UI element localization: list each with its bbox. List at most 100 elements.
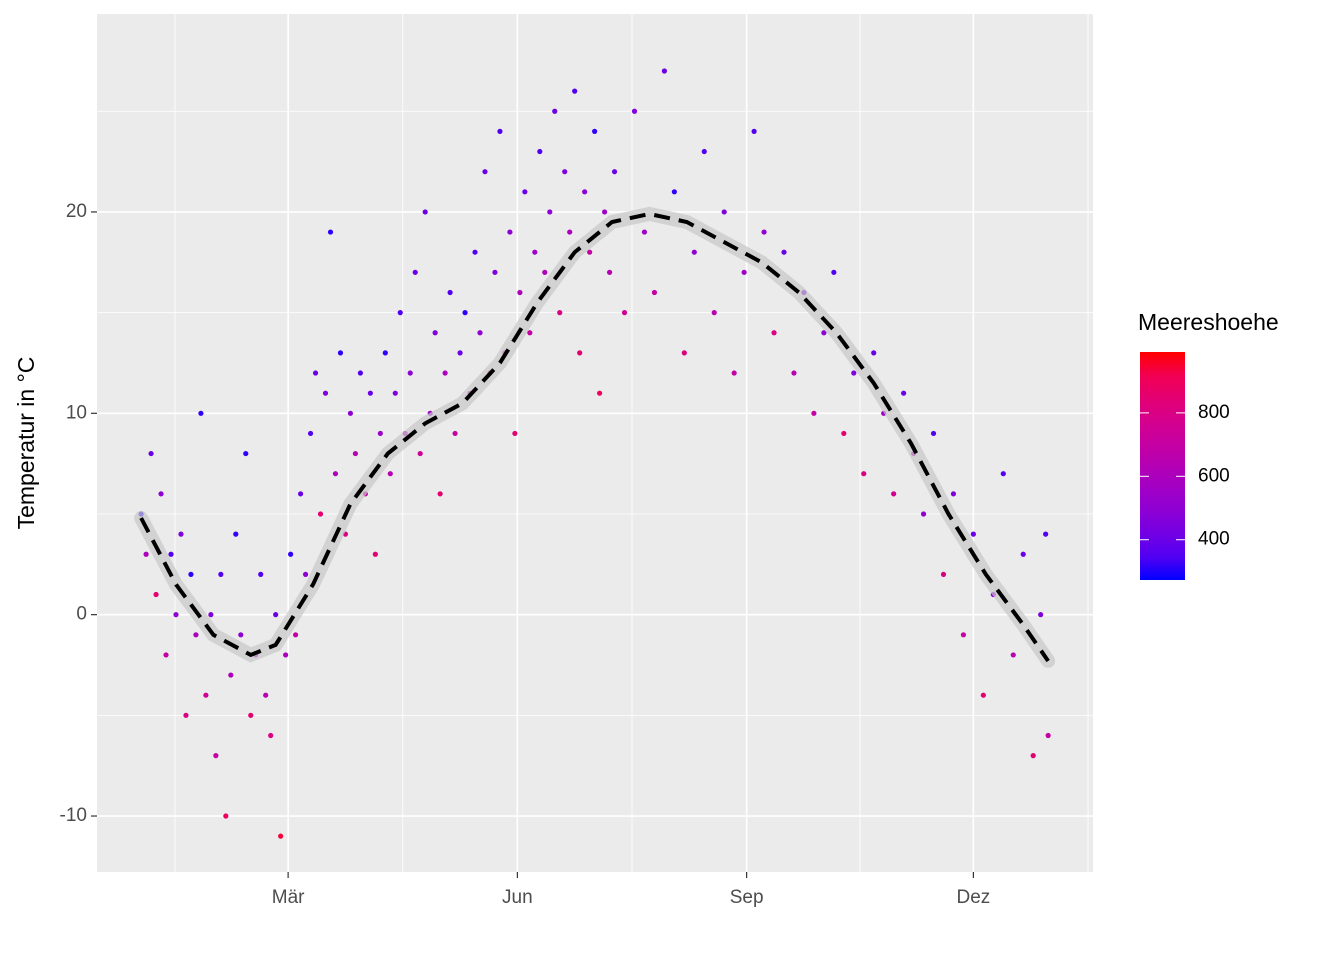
point — [322, 390, 329, 396]
point — [193, 632, 199, 638]
point — [442, 370, 448, 376]
point — [751, 128, 757, 134]
point — [223, 813, 229, 819]
point — [661, 68, 667, 74]
point — [587, 249, 593, 255]
point — [377, 430, 383, 437]
point — [297, 491, 304, 497]
point — [432, 330, 438, 336]
point — [567, 229, 573, 235]
point — [592, 128, 598, 134]
point — [1045, 732, 1051, 739]
point — [781, 249, 787, 255]
point — [312, 370, 319, 376]
point — [482, 169, 488, 175]
point — [611, 169, 618, 175]
point — [407, 370, 413, 376]
point — [791, 370, 797, 376]
point — [691, 249, 697, 255]
point — [273, 612, 279, 618]
point — [601, 209, 608, 215]
point — [1038, 612, 1044, 618]
point — [472, 249, 478, 255]
point — [597, 390, 603, 396]
point — [1020, 551, 1026, 557]
point — [811, 410, 817, 416]
legend-title: Meereshoehe — [1138, 309, 1279, 335]
point — [821, 330, 827, 336]
point — [178, 531, 184, 537]
point — [901, 390, 907, 396]
point — [497, 128, 503, 134]
point — [552, 108, 558, 114]
point — [447, 289, 453, 296]
point — [352, 450, 359, 457]
point — [557, 310, 563, 316]
point — [577, 350, 583, 356]
y-tick-label: -10 — [60, 805, 87, 826]
point — [397, 310, 403, 316]
point — [507, 229, 513, 235]
point — [532, 249, 538, 255]
point — [861, 471, 867, 477]
color-bar-label: 400 — [1198, 529, 1230, 550]
point — [831, 269, 837, 275]
point — [198, 410, 204, 416]
point — [457, 350, 463, 356]
point — [168, 551, 174, 557]
point — [980, 692, 986, 698]
point — [930, 430, 937, 437]
point — [621, 310, 628, 316]
x-tick-label: Sep — [730, 887, 764, 908]
point — [761, 229, 767, 235]
point — [671, 189, 677, 195]
point — [218, 571, 224, 577]
point — [173, 612, 179, 618]
point — [527, 330, 533, 336]
point — [278, 833, 284, 839]
point — [317, 511, 324, 517]
point — [522, 189, 528, 195]
point — [606, 269, 613, 275]
point — [382, 350, 388, 356]
point — [327, 229, 334, 235]
point — [940, 571, 947, 577]
point — [582, 189, 588, 195]
trend-line — [139, 211, 1050, 663]
point — [721, 209, 727, 215]
point — [841, 430, 847, 437]
point — [248, 712, 254, 718]
y-axis-title: Temperatur in °C — [13, 357, 39, 530]
point — [148, 450, 154, 457]
point — [851, 370, 857, 376]
point — [871, 350, 877, 356]
point — [302, 571, 309, 577]
point — [183, 712, 189, 718]
point — [213, 753, 219, 759]
point — [188, 571, 194, 577]
point — [153, 591, 159, 598]
point — [307, 430, 314, 437]
point — [1043, 531, 1049, 537]
point — [492, 269, 498, 275]
point — [477, 330, 483, 336]
point — [268, 732, 274, 739]
point — [208, 612, 214, 618]
panel — [97, 14, 1093, 872]
point — [143, 551, 149, 557]
point — [243, 450, 249, 457]
point — [288, 551, 294, 557]
point — [681, 350, 687, 356]
point — [1030, 753, 1036, 759]
point — [347, 410, 354, 416]
point — [233, 531, 239, 537]
point — [372, 551, 378, 557]
point — [417, 450, 423, 457]
point — [367, 390, 373, 396]
point — [283, 652, 289, 658]
point — [203, 692, 209, 698]
point — [950, 491, 957, 497]
point — [258, 571, 264, 577]
point — [542, 269, 548, 275]
